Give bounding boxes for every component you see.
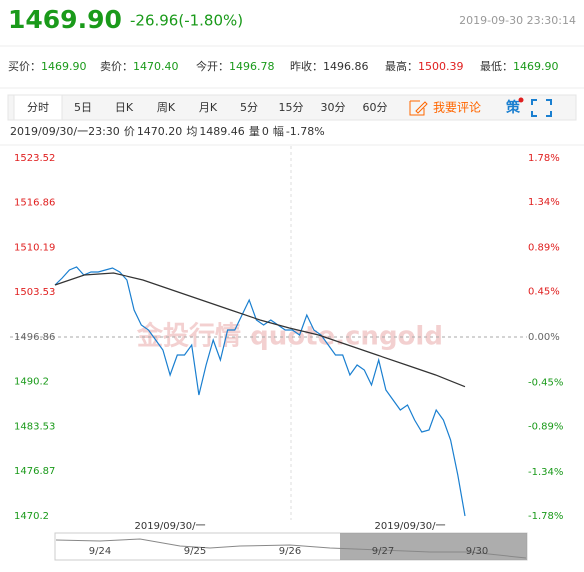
quote: 今开：1496.78 [196, 59, 275, 73]
y-tick-label: 1476.87 [14, 466, 55, 477]
tab[interactable]: 5分 [240, 101, 258, 114]
tab[interactable]: 日K [115, 101, 134, 114]
quote-value: 1496.86 [323, 60, 369, 73]
navigator-date: 9/24 [89, 546, 111, 557]
info-item: 均 [186, 125, 197, 138]
y-tick-label: 1483.53 [14, 422, 55, 433]
watermark: 金投行情 quote.cngold [136, 321, 443, 352]
tab[interactable]: 5日 [74, 101, 92, 114]
quote-value: 1469.90 [513, 60, 559, 73]
tab[interactable]: 周K [157, 101, 176, 114]
info-item: 1489.46 [199, 125, 245, 138]
pen-icon [409, 100, 428, 116]
quote-value: 1469.90 [41, 60, 87, 73]
navigator-day: 2019/09/30/一 [374, 521, 445, 532]
tab-bar [7, 94, 577, 121]
navigator-line [55, 538, 527, 559]
info-item: 量 [249, 125, 260, 138]
quote-label: 最高： [385, 59, 418, 73]
tab[interactable]: 分时 [27, 101, 49, 114]
navigator-date: 9/25 [184, 546, 206, 557]
info-item: 2019/09/30/一23:30 [10, 125, 120, 138]
info-item: 0 [262, 125, 269, 138]
y2-tick-label: 0.45% [528, 287, 560, 298]
y-tick-label: 1523.52 [14, 153, 55, 164]
y-tick-label: 1510.19 [14, 243, 55, 254]
quote: 卖价：1470.40 [100, 60, 179, 73]
active-tab [13, 94, 63, 121]
y-tick-label: 1503.53 [14, 287, 55, 298]
y-tick-label: 1490.2 [14, 377, 49, 388]
quote-label: 最低： [480, 60, 513, 73]
price: 1469.90 [8, 5, 122, 34]
quote: 买价：1469.90 [8, 60, 87, 73]
y-tick-label: 1470.2 [14, 511, 49, 522]
info-item: 1470.20 [137, 125, 183, 138]
y2-tick-label: -1.78% [528, 511, 563, 522]
quote-value: 1470.40 [133, 60, 179, 73]
info-item: -1.78% [286, 125, 325, 138]
quote: 最低：1469.90 [480, 60, 559, 73]
badge [518, 97, 524, 103]
y2-tick-label: 0.89% [528, 243, 560, 254]
quote-label: 买价： [8, 60, 41, 73]
price-line [54, 272, 466, 388]
tab[interactable]: 60分 [363, 101, 388, 114]
info-item: 幅 [273, 125, 284, 138]
fullscreen-button[interactable] [531, 99, 552, 117]
info-item: 价 [124, 125, 135, 138]
y2-tick-label: 0.00% [528, 332, 560, 343]
strategy-button[interactable]: 策 [505, 99, 521, 116]
time: 2019-09-30 23:30:14 [459, 14, 576, 27]
price-line [54, 266, 466, 517]
navigator-day: 2019/09/30/一 [134, 521, 205, 532]
y-tick-label: 1516.86 [14, 198, 55, 209]
quote-value: 1496.78 [229, 60, 275, 73]
change: -26.96(-1.80%) [130, 12, 243, 30]
y2-tick-label: 1.78% [528, 153, 560, 164]
comment-button[interactable]: 我要评论 [433, 101, 481, 115]
y2-tick-label: -0.89% [528, 422, 563, 433]
quote: 昨收：1496.86 [290, 59, 369, 73]
quote-label: 今开： [196, 59, 229, 73]
quote-value: 1500.39 [418, 60, 464, 73]
navigator-date: 9/26 [279, 546, 301, 557]
y2-tick-label: -1.34% [528, 467, 563, 478]
tab[interactable]: 30分 [321, 101, 346, 114]
y2-tick-label: 1.34% [528, 197, 560, 208]
tab[interactable]: 月K [199, 101, 218, 114]
navigator-window[interactable] [340, 533, 527, 560]
tab[interactable]: 15分 [279, 101, 304, 114]
quote: 最高：1500.39 [385, 59, 464, 73]
y2-tick-label: -0.45% [528, 377, 563, 388]
quote-label: 卖价： [100, 60, 133, 73]
navigator-date: 9/27 [372, 546, 394, 557]
y-tick-label: 1496.86 [14, 332, 55, 343]
quote-label: 昨收： [290, 59, 323, 73]
info-line: 2019/09/30/一23:30 价 1470.20 均 1489.46 量 0 幅 -1.7… [10, 125, 325, 138]
navigator-date: 9/30 [466, 546, 488, 557]
